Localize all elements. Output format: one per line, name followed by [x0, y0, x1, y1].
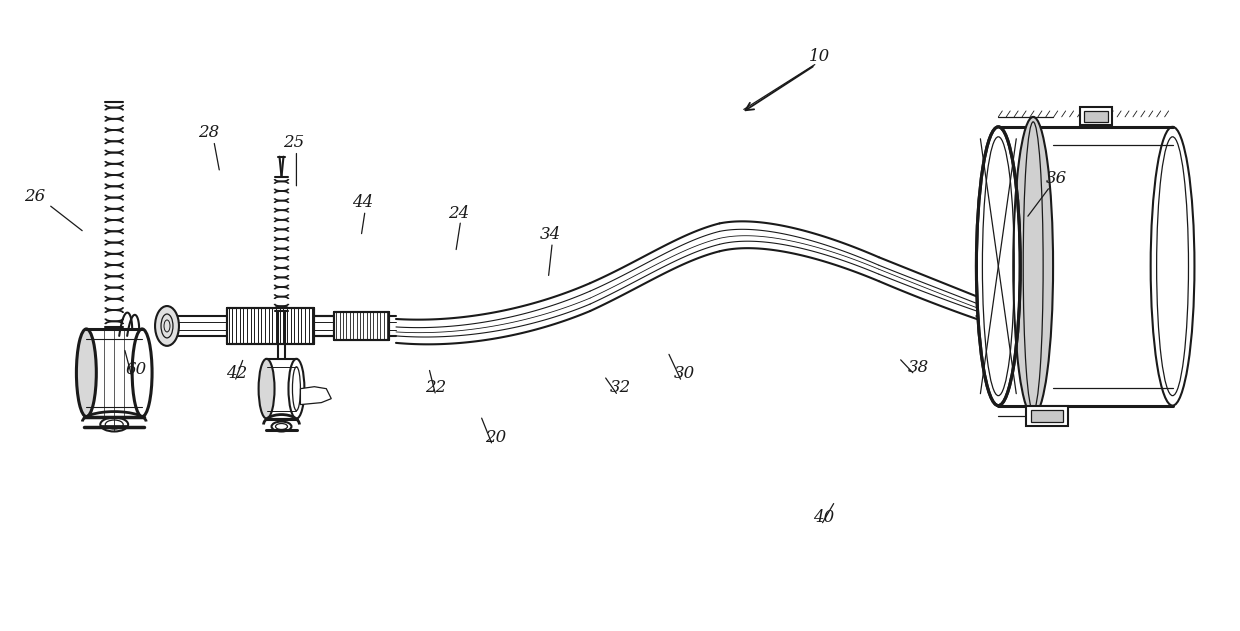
Ellipse shape — [133, 329, 153, 416]
FancyBboxPatch shape — [1080, 107, 1112, 125]
FancyBboxPatch shape — [1084, 111, 1107, 122]
Polygon shape — [396, 221, 988, 345]
Text: 34: 34 — [539, 226, 560, 243]
Text: 60: 60 — [125, 362, 146, 378]
Polygon shape — [998, 127, 1173, 406]
Ellipse shape — [77, 329, 97, 416]
Polygon shape — [300, 387, 331, 404]
Ellipse shape — [976, 127, 1021, 406]
Polygon shape — [267, 359, 296, 418]
Ellipse shape — [1151, 127, 1194, 406]
Text: 24: 24 — [448, 205, 469, 222]
FancyBboxPatch shape — [1032, 410, 1063, 422]
Ellipse shape — [259, 359, 274, 418]
Text: 26: 26 — [24, 188, 45, 205]
Text: 42: 42 — [226, 365, 247, 382]
Text: 36: 36 — [1045, 170, 1066, 187]
Text: 25: 25 — [283, 134, 304, 151]
FancyBboxPatch shape — [1027, 406, 1068, 425]
Text: 22: 22 — [425, 379, 446, 396]
Ellipse shape — [289, 359, 304, 418]
Text: 38: 38 — [908, 359, 929, 376]
Text: 44: 44 — [352, 194, 373, 211]
Polygon shape — [335, 312, 389, 340]
Text: 10: 10 — [808, 48, 830, 64]
Polygon shape — [87, 329, 143, 416]
Ellipse shape — [976, 127, 1021, 406]
Text: 30: 30 — [675, 365, 696, 382]
Text: 20: 20 — [485, 429, 506, 446]
Polygon shape — [227, 308, 315, 344]
Ellipse shape — [1013, 117, 1053, 416]
Ellipse shape — [155, 306, 179, 346]
Text: 32: 32 — [609, 379, 631, 396]
Text: 28: 28 — [198, 124, 219, 141]
Text: 40: 40 — [813, 509, 835, 526]
